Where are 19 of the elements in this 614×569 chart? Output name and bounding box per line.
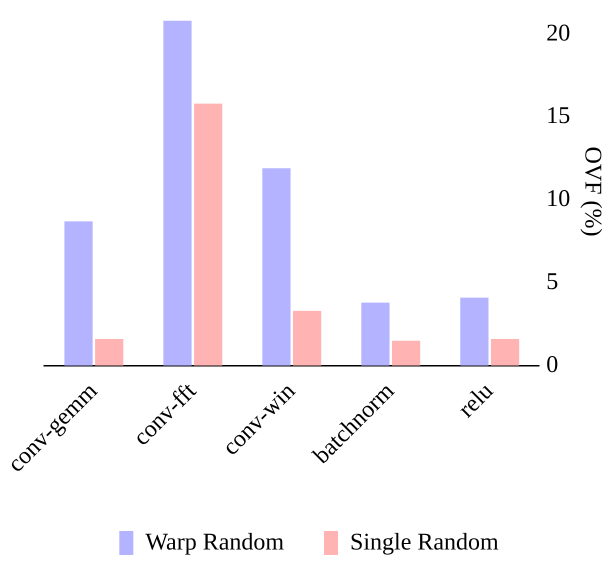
x-tick-label: relu [454, 378, 498, 423]
y-tick-label: 10 [546, 186, 570, 212]
bar [490, 339, 520, 366]
legend-label: Single Random [350, 529, 500, 556]
y-tick-label: 0 [546, 352, 558, 378]
bar [163, 20, 192, 366]
bar [262, 168, 291, 366]
y-tick-label: 5 [546, 268, 558, 295]
bar [64, 221, 93, 366]
y-axis-title: OVF (%) [579, 146, 606, 236]
bar [460, 298, 488, 366]
legend-label: Warp Random [145, 529, 284, 556]
bar [95, 339, 124, 366]
bar [392, 340, 420, 366]
bar [361, 302, 390, 366]
y-tick-label: 15 [546, 103, 570, 130]
bar [194, 104, 222, 366]
y-tick-label: 20 [546, 20, 570, 46]
bar [293, 310, 322, 366]
